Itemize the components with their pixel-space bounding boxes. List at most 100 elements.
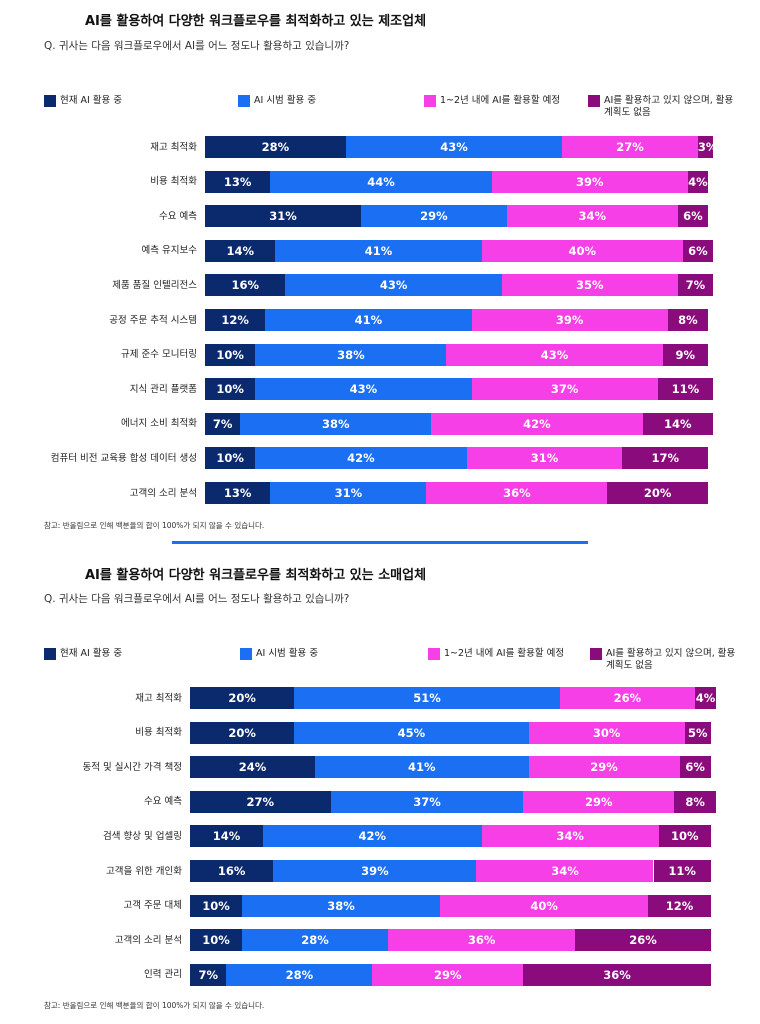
value-label: 43% <box>379 278 408 293</box>
value-label: 17% <box>651 451 679 466</box>
bar-segment <box>648 894 711 917</box>
category-label: 제품 품질 인텔리전스 <box>112 279 197 291</box>
value-label: 41% <box>364 243 393 258</box>
category-label: 수요 예측 <box>159 210 197 222</box>
category-label: 재고 최적화 <box>150 141 197 153</box>
footnote: 참고: 반올림으로 인해 백분율의 합이 100%가 되지 않을 수 있습니다. <box>44 521 265 530</box>
bar-segment <box>653 860 711 882</box>
bar-segment <box>491 170 688 193</box>
value-label: 41% <box>354 313 383 327</box>
value-label: 38% <box>337 347 365 362</box>
value-label: 27% <box>616 140 644 154</box>
bar-segment <box>205 170 271 193</box>
footnote: 참고: 반올림으로 인해 백분율의 합이 100%가 되지 않을 수 있습니다. <box>44 1001 265 1010</box>
value-label: 40% <box>530 898 558 913</box>
value-label: 4% <box>688 174 708 189</box>
value-label: 28% <box>285 967 314 982</box>
value-label: 14% <box>212 829 241 844</box>
bar-segment <box>439 894 649 917</box>
legend-label: AI를 활용하고 있지 않으며, 활용 계획도 없음 <box>604 95 734 118</box>
value-label: 34% <box>551 864 579 878</box>
bar-segment <box>426 482 608 504</box>
value-label: 20% <box>643 486 672 500</box>
bar-segment <box>314 756 529 779</box>
bar-segment <box>273 860 477 882</box>
bar-segment <box>657 378 713 401</box>
bar-segment <box>205 482 271 504</box>
category-label: 인력 관리 <box>144 969 182 981</box>
value-label: 42% <box>523 416 551 431</box>
value-label: 42% <box>347 451 375 466</box>
bar-segment <box>575 929 711 952</box>
bar-segment <box>674 790 716 813</box>
value-label: 10% <box>216 382 244 397</box>
bar-segment <box>697 136 713 158</box>
bar-segment <box>523 963 711 986</box>
value-label: 42% <box>358 829 387 844</box>
legend-label: 현재 AI 활용 중 <box>60 95 123 106</box>
category-label: 고객의 소리 분석 <box>129 487 197 499</box>
bar-segment <box>205 378 256 401</box>
value-label: 30% <box>592 725 621 740</box>
bar-segment <box>270 170 492 193</box>
value-label: 34% <box>556 829 584 844</box>
bar-segment <box>559 687 696 709</box>
bar-segment <box>677 205 708 228</box>
value-label: 51% <box>413 691 441 705</box>
bar-segment <box>695 687 716 709</box>
category-label: 비용 최적화 <box>135 727 182 739</box>
legend-swatch <box>424 95 436 107</box>
bar-segment <box>682 239 713 262</box>
value-label: 11% <box>668 864 696 878</box>
value-label: 8% <box>685 794 705 809</box>
category-label: 검색 향상 및 업셀링 <box>103 830 182 842</box>
bar-segment <box>205 447 256 470</box>
value-label: 6% <box>685 760 705 775</box>
value-label: 10% <box>202 933 230 948</box>
bar-segment <box>275 239 482 262</box>
value-label: 39% <box>361 864 389 878</box>
value-label: 14% <box>226 243 254 258</box>
value-label: 20% <box>228 725 256 740</box>
bar-segment <box>662 343 708 366</box>
bar-segment <box>481 825 659 848</box>
value-label: 5% <box>688 725 708 740</box>
bar-segment <box>387 929 576 952</box>
divider <box>172 541 588 544</box>
bar-segment <box>240 412 432 435</box>
value-label: 37% <box>550 382 579 397</box>
value-label: 36% <box>503 486 531 500</box>
category-label: 비용 최적화 <box>150 176 197 188</box>
value-label: 38% <box>327 898 355 913</box>
bar-segment <box>255 378 472 401</box>
value-label: 40% <box>568 243 596 258</box>
value-label: 14% <box>664 416 692 431</box>
value-label: 12% <box>221 313 249 327</box>
value-label: 6% <box>688 243 708 258</box>
bar-segment <box>506 205 678 228</box>
bar-segment <box>190 860 274 882</box>
bar-segment <box>607 482 708 504</box>
legend-label: AI를 활용하고 있지 않으며, 활용 계획도 없음 <box>606 648 736 671</box>
bar-segment <box>190 721 295 744</box>
bar-segment <box>687 170 708 193</box>
bar-segment <box>466 447 623 470</box>
category-label: 에너지 소비 최적화 <box>121 418 197 430</box>
value-label: 8% <box>678 313 698 327</box>
value-label: 10% <box>216 451 244 466</box>
value-label: 26% <box>629 933 657 948</box>
legend-swatch <box>44 95 56 107</box>
value-label: 37% <box>413 794 441 809</box>
bar-segment <box>501 274 678 297</box>
value-label: 10% <box>216 347 244 362</box>
bar-segment <box>330 790 524 813</box>
bar-segment <box>471 378 658 401</box>
value-label: 24% <box>238 760 267 775</box>
legend-swatch <box>590 648 602 660</box>
bar-segment <box>190 963 227 986</box>
category-label: 고객의 소리 분석 <box>114 934 182 946</box>
legend-swatch <box>240 648 252 660</box>
bar-segment <box>642 412 713 435</box>
bar-segment <box>481 239 683 262</box>
category-label: 컴퓨터 비전 교육용 합성 데이터 생성 <box>50 452 197 464</box>
